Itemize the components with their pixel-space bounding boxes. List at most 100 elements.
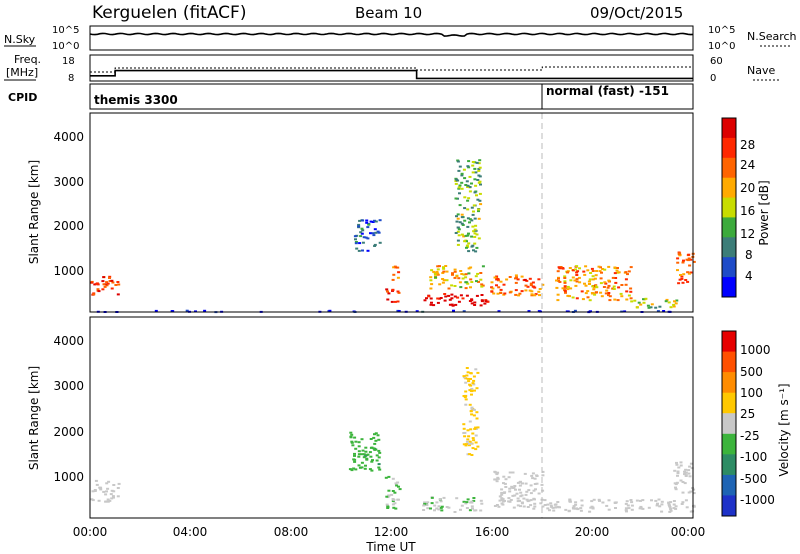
power-cell [599, 291, 603, 294]
power-cell [680, 277, 684, 280]
power-cell [436, 297, 440, 300]
power-cell [675, 299, 679, 302]
power-cell [524, 284, 528, 287]
velocity-cell [520, 502, 524, 505]
power-cbar-tick: 16 [740, 204, 755, 218]
velocity-cell [624, 507, 628, 510]
nave-tick-bottom: 0 [710, 73, 716, 84]
power-cell [478, 180, 482, 183]
velocity-cell [369, 446, 373, 449]
velocity-cell [519, 495, 523, 498]
power-colorbar-ticks: 28 24 20 16 12 8 4 [740, 138, 755, 283]
velocity-cbar-tick: -1000 [740, 493, 775, 507]
power-cell [470, 299, 474, 302]
velocity-cell [112, 496, 115, 499]
power-cell [639, 303, 643, 306]
velocity-cell [465, 367, 469, 369]
velocity-cell [353, 458, 357, 461]
power-cell [467, 197, 471, 200]
power-cell [361, 219, 365, 222]
velocity-cell [519, 491, 523, 494]
velocity-cell [567, 509, 571, 512]
velocity-cell [391, 503, 395, 506]
power-cell [441, 278, 445, 280]
power-cell [566, 271, 569, 274]
power-cell [556, 293, 560, 296]
velocity-cell [348, 468, 352, 471]
velocity-cell [365, 458, 369, 461]
power-cell [114, 284, 118, 286]
power-cell [617, 286, 621, 289]
power-cell [110, 287, 114, 290]
power-cell [601, 268, 605, 270]
power-cell [458, 192, 461, 195]
power-cell [429, 276, 433, 279]
power-cell [473, 236, 477, 238]
power-cell [531, 281, 535, 284]
power-cell [681, 261, 685, 264]
velocity-cell [526, 506, 530, 508]
velocity-cell [668, 506, 672, 509]
power-cell [677, 282, 681, 285]
power-cell [450, 293, 454, 296]
velocity-cell [472, 408, 476, 411]
velocity-cell [357, 455, 361, 458]
velocity-ytick-label: 1000 [53, 470, 84, 484]
power-cell [620, 284, 624, 286]
velocity-cell [473, 427, 477, 430]
power-cell [613, 272, 617, 275]
power-cell [642, 301, 646, 304]
velocity-cell [493, 505, 497, 507]
power-cell [627, 270, 631, 273]
power-cell [571, 296, 575, 299]
power-cell [528, 277, 532, 280]
velocity-cell [376, 434, 380, 437]
power-cell [629, 297, 633, 300]
velocity-cell [95, 483, 99, 486]
velocity-cell [475, 411, 479, 414]
power-cell [477, 217, 481, 220]
power-cell [624, 283, 628, 286]
velocity-cell [465, 440, 469, 443]
power-cell [556, 299, 560, 302]
velocity-cell [91, 490, 95, 493]
power-cell [459, 270, 463, 272]
power-cell [387, 292, 391, 295]
power-cell [604, 282, 608, 285]
power-cell [603, 268, 607, 271]
xtick-label: 08:00 [274, 525, 309, 539]
power-cell [457, 234, 461, 237]
power-cell [455, 215, 458, 218]
power-cell [464, 184, 468, 186]
velocity-cell [508, 471, 512, 474]
power-cell [461, 297, 465, 300]
velocity-cell [524, 493, 528, 496]
velocity-cell [463, 431, 467, 434]
power-cell [474, 224, 478, 227]
power-cell [499, 292, 503, 294]
velocity-cell [110, 489, 114, 492]
power-cell [96, 288, 100, 291]
power-panel: 4000 3000 2000 1000 Slant Range [km] 28 … [27, 112, 771, 314]
power-cell [475, 294, 479, 297]
velocity-cell [495, 473, 499, 476]
power-cell [586, 269, 590, 272]
velocity-cell [354, 440, 358, 443]
power-cell [563, 286, 567, 289]
velocity-cell [685, 506, 689, 509]
velocity-cell [393, 502, 397, 505]
power-cell [479, 272, 483, 274]
velocity-cell [514, 488, 517, 491]
velocity-cell [688, 475, 692, 478]
velocity-cell [474, 368, 478, 371]
velocity-cell [423, 501, 427, 504]
velocity-cell [687, 469, 691, 472]
power-cell [361, 229, 365, 232]
power-cell [372, 234, 376, 237]
power-cell [116, 293, 120, 296]
power-cell [102, 283, 106, 286]
freq-label: Freq. [14, 53, 41, 66]
velocity-cell [639, 505, 643, 508]
velocity-cell [471, 432, 475, 435]
power-cell [490, 281, 494, 284]
